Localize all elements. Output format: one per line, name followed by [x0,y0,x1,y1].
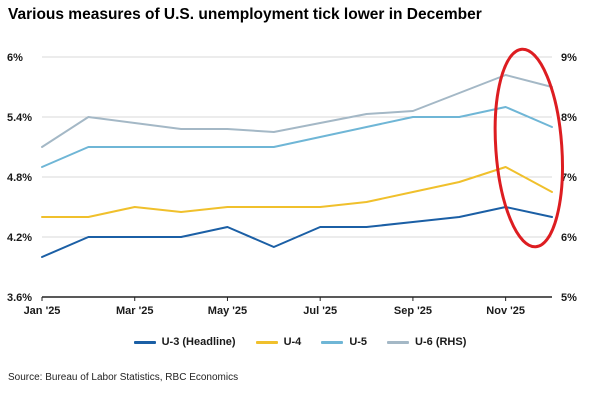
x-axis-tick-label: May '25 [208,305,247,317]
right-axis-tick-label: 6% [561,232,577,244]
right-axis-tick-label: 8% [561,112,577,124]
left-axis-tick-label: 3.6% [7,292,32,304]
source-note: Source: Bureau of Labor Statistics, RBC … [8,372,239,383]
legend-label: U-5 [349,336,368,348]
x-axis-tick-label: Sep '25 [394,305,432,317]
legend-label: U-3 (Headline) [161,336,236,348]
legend-item-u-4: U-4 [255,336,302,348]
left-axis-tick-label: 4.8% [7,172,32,184]
x-axis-tick-label: Nov '25 [486,305,525,317]
left-axis-tick-label: 4.2% [7,232,32,244]
series-line-u-5 [41,106,553,168]
legend-line-swatch [387,340,410,344]
right-axis-tick-label: 7% [561,172,577,184]
legend-line-swatch [255,340,278,344]
legend-line-swatch [133,340,156,344]
chart-svg: 3.6% 4.2% 4.8% 5.4% 6% 5% 6% 7% 8% 9% Jan '25 Mar '… [7,47,577,317]
x-axis-tick-label: Jan '25 [24,305,61,317]
legend-item-u-3-headline: U-3 (Headline) [133,336,236,348]
x-axis-tick-label: Jul '25 [303,305,337,317]
right-axis-tick-label: 9% [561,52,577,64]
left-axis-tick-label: 6% [7,52,23,64]
legend-label: U-6 (RHS) [415,336,467,348]
legend-line-swatch [321,340,344,344]
series-line-u-4 [41,166,553,218]
line-chart-plot: 3.6% 4.2% 4.8% 5.4% 6% 5% 6% 7% 8% 9% Jan '25 Mar '… [0,32,600,328]
chart-title: Various measures of U.S. unemployment ti… [8,6,482,23]
series-line-u-3-headline [41,206,553,258]
legend-label: U-4 [283,336,302,348]
left-axis-tick-label: 5.4% [7,112,32,124]
x-axis-tick-label: Mar '25 [116,305,153,317]
highlight-ellipse-annotation [493,47,564,249]
right-axis-tick-label: 5% [561,292,577,304]
legend-item-u-5: U-5 [321,336,367,348]
legend-item-u-6-rhs: U-6 (RHS) [387,336,466,348]
series-line-u-6-rhs [41,74,553,148]
chart-legend: U-3 (Headline) U-4 U-5 U-6 (RHS) [0,336,600,348]
